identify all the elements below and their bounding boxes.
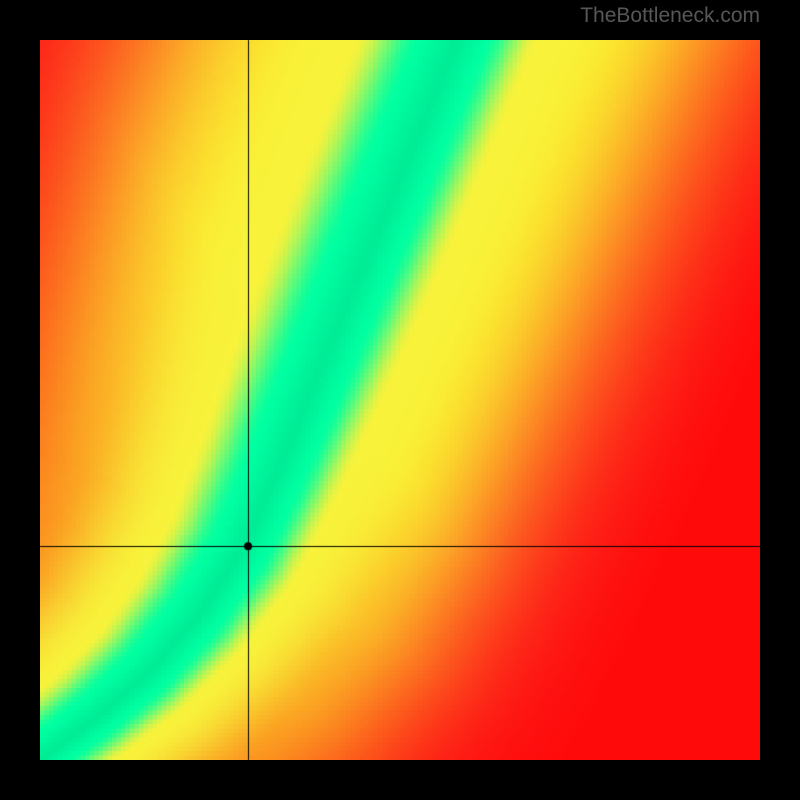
bottleneck-heatmap <box>40 40 760 760</box>
chart-container: TheBottleneck.com <box>0 0 800 800</box>
watermark-text: TheBottleneck.com <box>580 4 760 28</box>
